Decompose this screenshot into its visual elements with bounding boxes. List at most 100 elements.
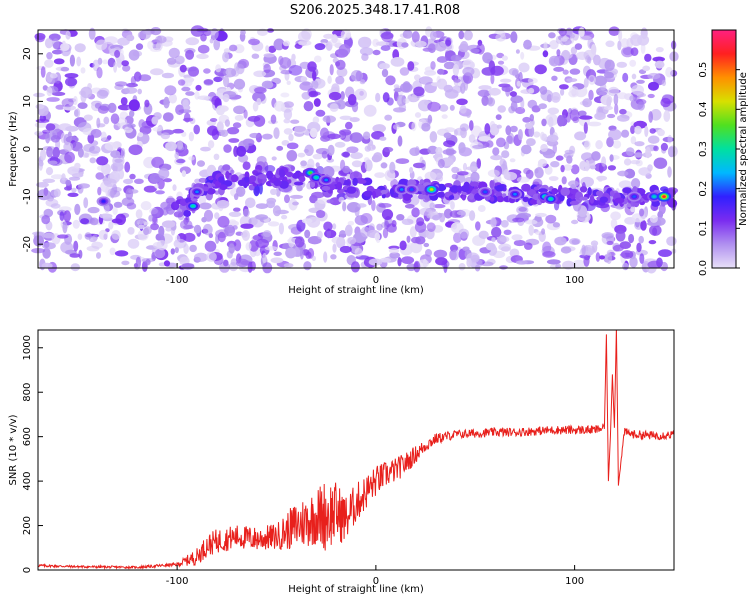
spectrogram-cell — [350, 70, 363, 82]
spectrogram-cell — [261, 80, 274, 89]
spectrogram-cell — [616, 61, 628, 68]
spectrogram-cell — [588, 89, 594, 101]
spectrogram-cell — [552, 222, 561, 228]
spectrogram-cell — [638, 167, 652, 176]
spectrogram-cell — [655, 47, 664, 53]
spectrogram-cell — [175, 104, 185, 116]
spectrogram-cell — [510, 31, 518, 43]
spectrogram-cell — [425, 249, 432, 257]
spectrogram-cell — [288, 133, 294, 142]
spectrogram-cell — [636, 242, 642, 253]
spectrogram-cell — [406, 235, 411, 243]
spectrogram-cell — [83, 197, 89, 209]
spectrogram-cell — [443, 208, 453, 219]
spectrogram-cell — [314, 55, 322, 63]
spectrogram-cell — [649, 224, 662, 236]
spectrogram-cell — [63, 210, 71, 222]
spectrogram-cell — [372, 124, 387, 133]
spectrogram-cell — [155, 41, 163, 51]
spectrogram-cell — [285, 247, 297, 259]
spectrogram-band-cell — [614, 197, 625, 204]
spectrogram-cell — [620, 38, 629, 49]
spectrogram-cell — [158, 168, 170, 179]
spectrogram-cell — [233, 105, 246, 115]
spectrogram-cell — [308, 90, 319, 98]
spectrogram-cell — [487, 97, 496, 107]
spectrogram-cell — [637, 101, 645, 111]
spectrogram-cell — [488, 87, 501, 96]
spectrogram-cell — [436, 56, 448, 63]
spectrogram-cell — [261, 133, 273, 140]
spectrogram-cell — [65, 30, 71, 40]
spectrogram-cell — [501, 55, 508, 61]
spectrogram-cell — [510, 100, 518, 112]
spectrogram-cell — [97, 57, 103, 65]
spectrogram-cell — [543, 41, 548, 52]
spectrogram-cell — [52, 146, 60, 159]
spectrogram-cell — [414, 74, 421, 81]
spectrogram-band-cell — [622, 187, 632, 194]
spectrogram-cell — [292, 201, 299, 206]
spectrogram-band-cell — [321, 185, 331, 191]
spectrogram-cell — [338, 196, 345, 203]
spectrogram-band-cell — [363, 190, 373, 197]
spectrogram-cell — [568, 180, 579, 187]
spectrogram-hotspot — [483, 190, 487, 194]
spectrogram-cell — [151, 116, 159, 125]
spectrogram-cell — [78, 183, 90, 189]
spectrogram-cell — [301, 91, 311, 100]
spectrogram-cell — [607, 113, 616, 119]
spectrogram-cell — [613, 93, 619, 106]
spectrogram-cell — [647, 221, 660, 226]
spectrogram-cell — [133, 263, 139, 268]
spectrogram-cell — [199, 202, 212, 210]
spectrogram-cell — [386, 97, 394, 106]
snr-y-tick-label: 400 — [22, 472, 33, 491]
spectrogram-cell — [114, 250, 129, 257]
spectrogram-cell — [276, 145, 284, 151]
spectrogram-y-tick-label: 0 — [22, 146, 33, 152]
spectrogram-cell — [170, 248, 175, 255]
colorbar-tick-label: 0.2 — [698, 181, 709, 197]
spectrogram-cell — [95, 39, 108, 51]
spectrogram-hotspot — [399, 188, 404, 191]
spectrogram-cell — [601, 156, 607, 167]
spectrogram-cell — [197, 44, 210, 54]
spectrogram-cell — [518, 62, 530, 73]
spectrogram-cell — [549, 40, 559, 50]
spectrogram-cell — [116, 58, 123, 68]
spectrogram-cell — [80, 86, 93, 99]
spectrogram-cell — [360, 226, 371, 238]
spectrogram-cell — [593, 75, 608, 87]
spectrogram-cell — [421, 122, 431, 132]
spectrogram-band-cell — [667, 199, 678, 208]
spectrogram-cell — [137, 30, 151, 40]
spectrogram-cell — [182, 99, 189, 108]
spectrogram-cell — [652, 56, 665, 62]
spectrogram-cell — [307, 158, 315, 171]
spectrogram-cell — [606, 252, 612, 264]
spectrogram-cell — [315, 162, 320, 168]
spectrogram-cell — [614, 103, 619, 115]
spectrogram-cell — [571, 239, 580, 245]
spectrogram-cell — [69, 253, 81, 258]
spectrogram-cell — [51, 49, 63, 55]
spectrogram-cell — [371, 200, 376, 212]
spectrogram-band-cell — [336, 181, 343, 191]
spectrogram-cell — [138, 119, 146, 129]
spectrogram-cell — [50, 135, 61, 143]
spectrogram-cell — [176, 140, 184, 150]
spectrogram-cell — [283, 101, 295, 108]
spectrogram-cell — [328, 91, 342, 101]
spectrogram-cell — [499, 265, 508, 270]
spectrogram-cell — [80, 67, 86, 74]
spectrogram-cell — [435, 147, 443, 155]
spectrogram-cell — [548, 32, 556, 39]
spectrogram-cell — [509, 158, 516, 163]
spectrogram-cell — [524, 242, 533, 250]
spectrogram-cell — [223, 75, 230, 88]
spectrogram-cell — [527, 77, 538, 84]
spectrogram-cell — [198, 193, 207, 205]
spectrogram-cell — [180, 219, 193, 230]
spectrogram-cell — [70, 263, 81, 272]
